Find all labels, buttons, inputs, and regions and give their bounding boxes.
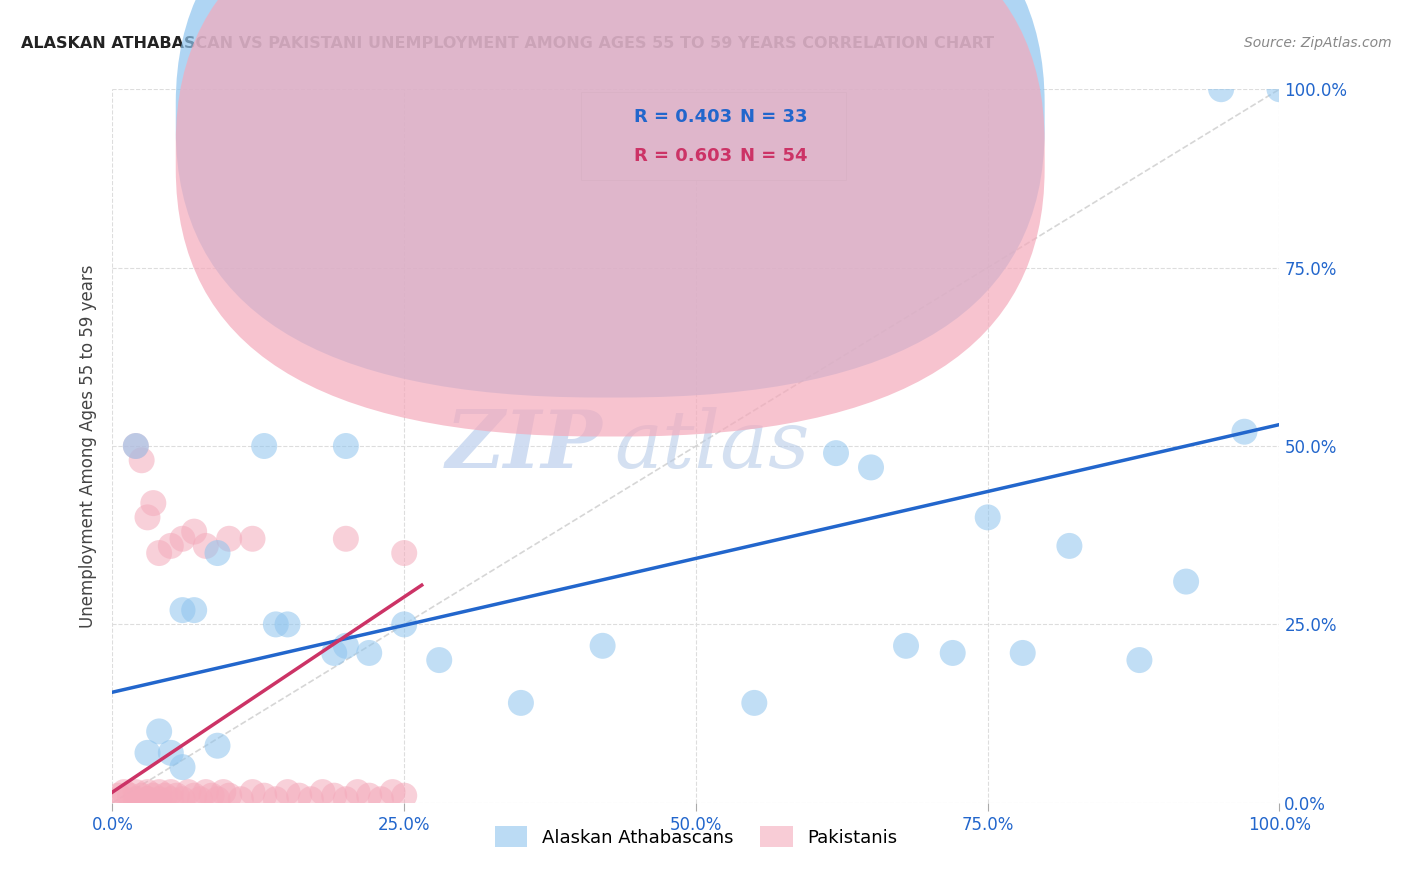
Text: ZIP: ZIP <box>446 408 603 484</box>
Point <box>183 603 205 617</box>
Point <box>359 789 381 803</box>
Point <box>136 510 159 524</box>
Point <box>1011 646 1033 660</box>
Point <box>160 746 183 760</box>
Point <box>335 639 357 653</box>
Point <box>394 546 416 560</box>
Point <box>194 785 217 799</box>
Point <box>136 792 159 806</box>
Point <box>276 617 298 632</box>
Point <box>323 646 346 660</box>
Legend: Alaskan Athabascans, Pakistanis: Alaskan Athabascans, Pakistanis <box>488 819 904 855</box>
Point <box>166 789 188 803</box>
Point <box>107 789 129 803</box>
Point <box>148 792 170 806</box>
Point <box>183 524 205 539</box>
Point <box>112 785 135 799</box>
Point <box>118 789 141 803</box>
Point <box>335 792 357 806</box>
Point <box>148 785 170 799</box>
Text: ALASKAN ATHABASCAN VS PAKISTANI UNEMPLOYMENT AMONG AGES 55 TO 59 YEARS CORRELATI: ALASKAN ATHABASCAN VS PAKISTANI UNEMPLOY… <box>21 36 994 51</box>
Point <box>125 439 148 453</box>
Point <box>131 453 153 467</box>
Point <box>125 792 148 806</box>
Point <box>860 460 883 475</box>
Point <box>744 696 766 710</box>
Point <box>125 439 148 453</box>
Point <box>381 785 404 799</box>
Point <box>1209 82 1232 96</box>
Point <box>207 546 229 560</box>
Text: R = 0.603: R = 0.603 <box>634 146 733 164</box>
Point <box>335 439 357 453</box>
Point <box>136 785 159 799</box>
Point <box>160 792 183 806</box>
Point <box>242 785 264 799</box>
Point <box>136 746 159 760</box>
Point <box>153 789 176 803</box>
Point <box>288 789 311 803</box>
Point <box>264 617 287 632</box>
Point <box>976 510 998 524</box>
Point <box>172 603 194 617</box>
Point <box>253 439 276 453</box>
Point <box>509 696 531 710</box>
Point <box>1268 82 1291 96</box>
Point <box>142 496 165 510</box>
Point <box>136 792 159 806</box>
Point <box>172 792 194 806</box>
Text: Source: ZipAtlas.com: Source: ZipAtlas.com <box>1244 36 1392 50</box>
Point <box>346 785 368 799</box>
Point <box>207 792 229 806</box>
Point <box>172 760 194 774</box>
Point <box>427 653 450 667</box>
Point <box>201 789 224 803</box>
Text: atlas: atlas <box>614 408 810 484</box>
Point <box>253 789 276 803</box>
Point <box>1059 539 1081 553</box>
Point <box>335 532 357 546</box>
Point <box>177 785 200 799</box>
Point <box>394 617 416 632</box>
Point <box>1128 653 1150 667</box>
Text: R = 0.403: R = 0.403 <box>634 108 733 126</box>
Point <box>148 724 170 739</box>
Point <box>160 785 183 799</box>
Point <box>264 792 287 806</box>
Point <box>942 646 965 660</box>
Point <box>592 639 614 653</box>
Point <box>394 789 416 803</box>
Point <box>183 789 205 803</box>
Point <box>148 546 170 560</box>
Point <box>142 789 165 803</box>
Point <box>229 792 252 806</box>
Point <box>172 532 194 546</box>
Point <box>125 785 148 799</box>
Point <box>207 739 229 753</box>
Point <box>276 785 298 799</box>
Text: N = 33: N = 33 <box>740 108 807 126</box>
Point <box>1175 574 1198 589</box>
Point <box>194 539 217 553</box>
Point <box>242 532 264 546</box>
Point <box>112 792 135 806</box>
Point <box>160 539 183 553</box>
Text: N = 54: N = 54 <box>740 146 807 164</box>
Point <box>212 785 235 799</box>
Y-axis label: Unemployment Among Ages 55 to 59 years: Unemployment Among Ages 55 to 59 years <box>79 264 97 628</box>
Point <box>218 789 240 803</box>
Point <box>825 446 848 460</box>
Point <box>323 789 346 803</box>
Point <box>188 792 211 806</box>
Point <box>1233 425 1256 439</box>
Point <box>218 532 240 546</box>
Point <box>894 639 917 653</box>
Point <box>370 792 392 806</box>
Point <box>311 785 333 799</box>
Point <box>131 789 153 803</box>
Point <box>359 646 381 660</box>
Point <box>299 792 322 806</box>
